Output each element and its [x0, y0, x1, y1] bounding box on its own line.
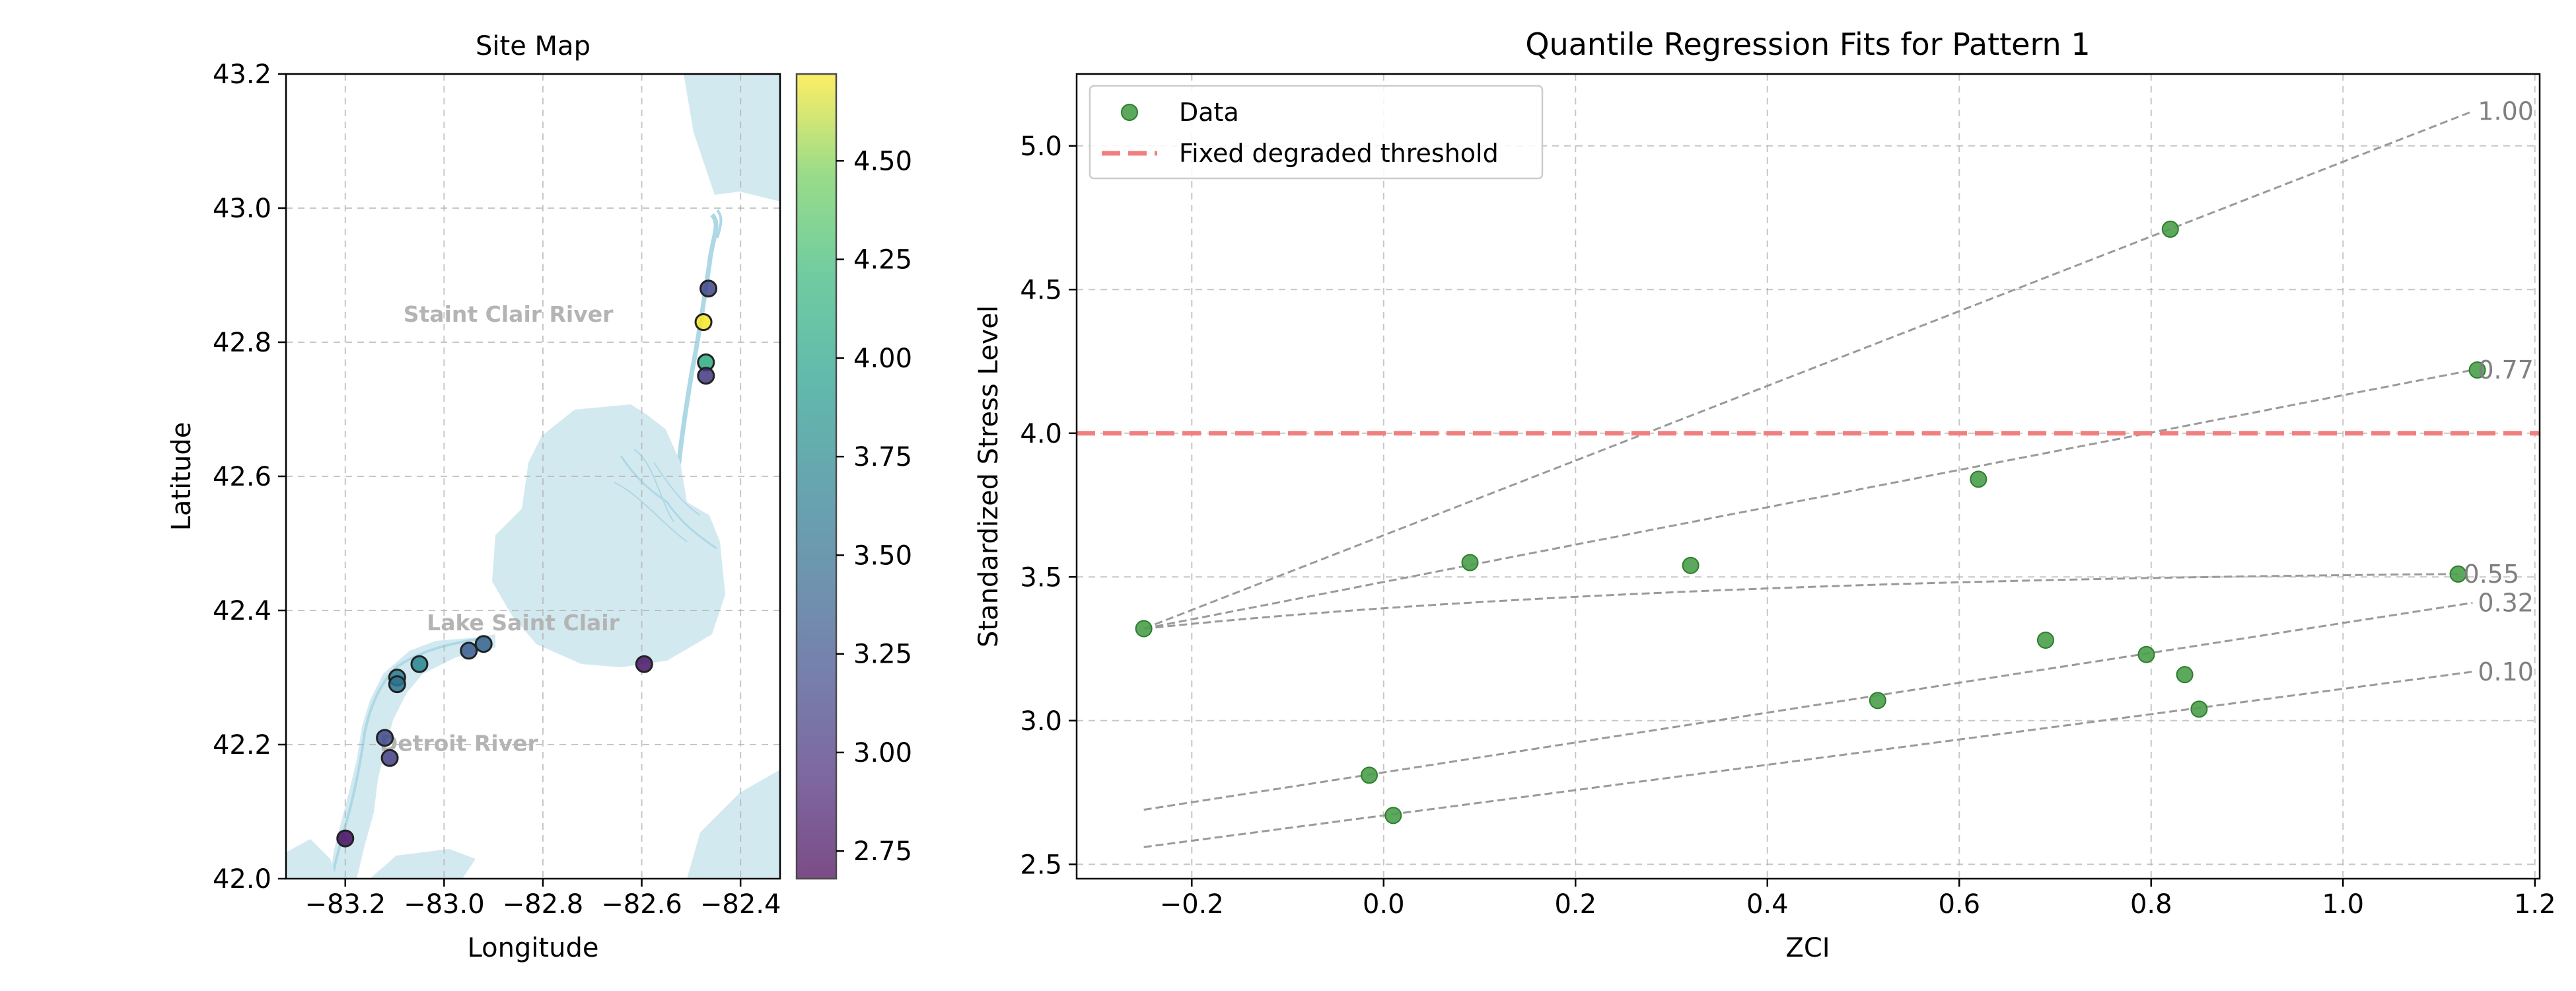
colorbar-tick-label: 4.50 [853, 146, 912, 176]
site-point [635, 655, 653, 673]
map-y-tick-label: 42.6 [213, 462, 271, 492]
map-x-tick-label: −83.2 [304, 889, 386, 920]
data-point [1384, 807, 1402, 825]
quantile-label: 1.00 [2478, 97, 2534, 126]
data-point [2161, 220, 2179, 238]
colorbar-tick-label: 3.75 [853, 442, 912, 472]
site-map-panel: Site Map Staint Clair River Lake Saint Cl… [166, 31, 912, 963]
colorbar-tick-label: 2.75 [853, 836, 912, 867]
qr-frame [1075, 73, 2541, 880]
data-point [2176, 666, 2194, 684]
qr-y-tick-label: 3.0 [1020, 706, 1062, 737]
legend-threshold-label: Fixed degraded threshold [1179, 139, 1499, 168]
map-x-tick-label: −83.0 [404, 889, 485, 920]
qr-x-ticks: −0.2 0.0 0.2 0.4 0.6 0.8 1.0 1.2 [1160, 879, 2556, 920]
water-bodies [286, 74, 780, 879]
qr-x-tick-label: 1.2 [2514, 889, 2556, 920]
colorbar-ticks: 2.75 3.00 3.25 3.50 3.75 4.00 4.25 4.50 [836, 146, 912, 867]
colorbar-tick-label: 3.25 [853, 640, 912, 670]
data-points [1135, 220, 2486, 825]
qr-x-tick-label: 0.4 [1746, 889, 1789, 920]
map-x-tick-label: −82.4 [700, 889, 781, 920]
qr-title: Quantile Regression Fits for Pattern 1 [1525, 26, 2090, 62]
data-point [2036, 631, 2054, 649]
map-annotation: Staint Clair River [404, 301, 614, 327]
qr-x-tick-label: −0.2 [1160, 889, 1224, 920]
site-point [376, 729, 394, 747]
data-point [1135, 620, 1153, 638]
qr-y-tick-label: 5.0 [1020, 131, 1062, 162]
map-y-tick-label: 43.2 [213, 59, 271, 90]
data-point [1361, 766, 1378, 784]
colorbar-tick-label: 4.00 [853, 344, 912, 374]
colorbar-tick-label: 3.00 [853, 738, 912, 768]
data-point [2190, 700, 2208, 718]
map-x-tick-label: −82.6 [601, 889, 682, 920]
site-point [336, 829, 355, 848]
map-title: Site Map [476, 31, 590, 61]
qr-x-tick-label: 0.8 [2130, 889, 2172, 920]
quantile-fit-line [1143, 573, 2458, 630]
quantile-fit-lines [1143, 110, 2473, 848]
map-points [336, 279, 718, 848]
site-point [699, 279, 718, 298]
map-grid [286, 73, 780, 879]
qr-x-tick-label: 0.2 [1554, 889, 1596, 920]
legend-data-label: Data [1179, 98, 1239, 127]
data-point [1461, 554, 1479, 571]
site-point [410, 655, 429, 673]
qr-y-tick-label: 4.5 [1020, 275, 1062, 305]
site-point [697, 367, 715, 385]
colorbar [795, 73, 838, 880]
qr-x-axis-label: ZCI [1785, 933, 1830, 963]
qr-y-axis-label: Standardized Stress Level [974, 305, 1004, 647]
map-y-tick-label: 42.0 [213, 864, 271, 895]
quantile-fit-line [1143, 601, 2473, 811]
site-point [694, 313, 713, 332]
quantile-label: 0.32 [2478, 588, 2534, 617]
map-x-tick-label: −82.8 [503, 889, 584, 920]
qr-y-tick-label: 3.5 [1020, 562, 1062, 593]
qr-x-tick-label: 1.0 [2322, 889, 2364, 920]
qr-x-tick-label: 0.0 [1363, 889, 1405, 920]
site-point [460, 642, 478, 660]
data-point [1869, 692, 1886, 710]
qr-x-tick-label: 0.6 [1938, 889, 1980, 920]
site-point [388, 675, 406, 694]
legend: Data Fixed degraded threshold [1089, 85, 1544, 180]
site-point [474, 635, 493, 653]
quantile-labels: 1.00 0.77 0.550.32 0.10 [2464, 97, 2534, 686]
quantile-fit-line [1143, 671, 2473, 848]
map-y-tick-label: 42.8 [213, 328, 271, 358]
colorbar-tick-label: 4.25 [853, 245, 912, 275]
quantile-label: 0.55 [2464, 560, 2520, 589]
map-y-tick-label: 42.4 [213, 596, 271, 626]
data-point [1682, 556, 1699, 574]
quantile-label: 0.10 [2478, 657, 2534, 686]
data-point [2449, 565, 2467, 583]
quantile-regression-panel: Quantile Regression Fits for Pattern 1 1… [974, 26, 2556, 963]
qr-y-tick-label: 4.0 [1020, 419, 1062, 449]
map-y-ticks: 42.0 42.2 42.4 42.6 42.8 43.0 43.2 [213, 59, 286, 895]
quantile-label: 0.77 [2478, 355, 2534, 385]
legend-box [1089, 85, 1544, 180]
data-point [2468, 361, 2486, 379]
qr-y-tick-label: 2.5 [1020, 850, 1062, 880]
map-y-tick-label: 43.0 [213, 194, 271, 224]
data-point [1970, 470, 1987, 488]
legend-data-marker [1121, 104, 1138, 121]
map-y-axis-label: Latitude [166, 422, 197, 531]
colorbar-tick-label: 3.50 [853, 540, 912, 571]
map-annotation: Lake Saint Clair [427, 610, 620, 636]
map-annotation: Detroit River [380, 731, 539, 756]
map-annotations: Staint Clair River Lake Saint Clair Detroi… [380, 301, 620, 756]
map-x-ticks: −83.2 −83.0 −82.8 −82.6 −82.4 [304, 879, 781, 920]
map-y-tick-label: 42.2 [213, 730, 271, 760]
map-x-axis-label: Longitude [468, 933, 599, 963]
data-point [2137, 645, 2155, 663]
qr-y-ticks: 2.5 3.0 3.5 4.0 4.5 5.0 [1020, 131, 1077, 880]
site-point [380, 749, 399, 767]
